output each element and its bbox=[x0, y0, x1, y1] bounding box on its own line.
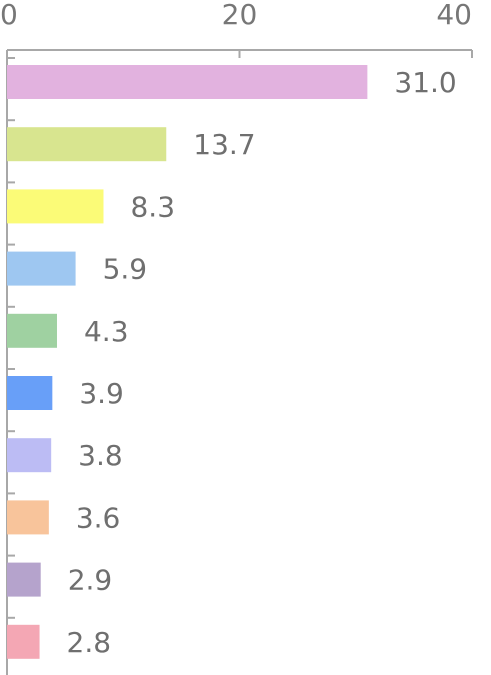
bar bbox=[7, 251, 76, 286]
data-labels: 31.0 13.7 8.3 5.9 4.3 3.9 3.8 3.6 2.9 2.8 bbox=[67, 66, 457, 659]
bar bbox=[7, 500, 49, 535]
bar-value-label: 3.6 bbox=[76, 501, 121, 534]
bar bbox=[7, 189, 104, 224]
bar bbox=[7, 438, 52, 473]
bar-value-label: 5.9 bbox=[103, 253, 148, 286]
x-tick-label: 20 bbox=[222, 0, 258, 31]
bar-value-label: 2.9 bbox=[68, 564, 113, 597]
bar bbox=[7, 65, 368, 99]
bar-value-label: 2.8 bbox=[67, 626, 112, 659]
bar-value-label: 4.3 bbox=[84, 315, 129, 348]
bar-value-label: 31.0 bbox=[394, 66, 456, 99]
bar-value-label: 3.8 bbox=[78, 439, 123, 472]
x-tick-label: 0 bbox=[0, 0, 18, 31]
bar bbox=[7, 313, 57, 348]
bar bbox=[7, 624, 40, 659]
bar-value-label: 3.9 bbox=[79, 377, 124, 410]
bar bbox=[7, 127, 167, 162]
bar-value-label: 8.3 bbox=[130, 190, 175, 223]
bar bbox=[7, 562, 41, 597]
bar-value-label: 13.7 bbox=[193, 128, 255, 161]
bars bbox=[7, 65, 368, 659]
x-tick-label: 40 bbox=[436, 0, 472, 31]
bar bbox=[7, 376, 53, 410]
